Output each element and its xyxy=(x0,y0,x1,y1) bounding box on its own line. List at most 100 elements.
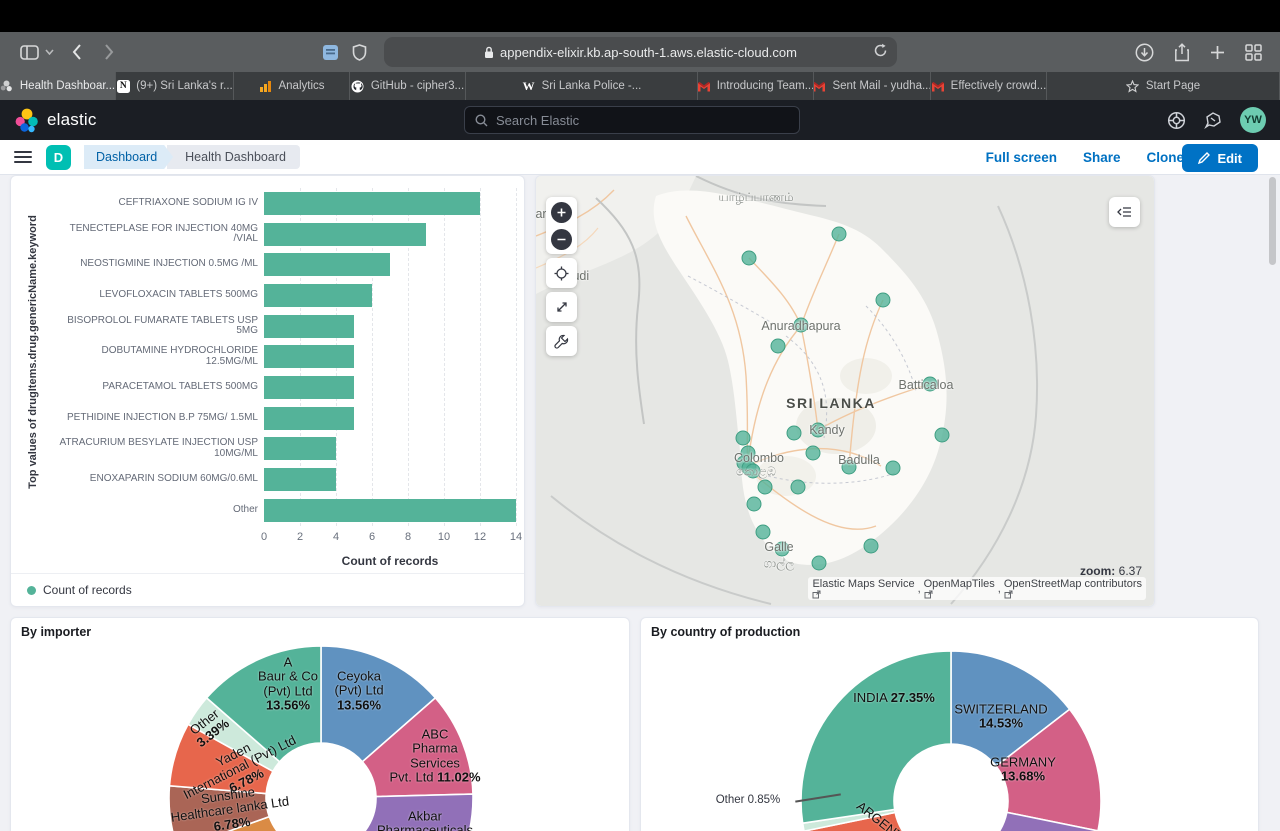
bar-track xyxy=(264,499,516,522)
browser-tab-6[interactable]: Introducing Team... xyxy=(698,72,814,100)
page-scrollbar[interactable] xyxy=(1269,177,1276,265)
panel-top-drugs-bar-chart[interactable]: Top values of drugItems.drug.genericName… xyxy=(10,175,525,607)
bar-track xyxy=(264,192,516,215)
elastic-logo[interactable]: elastic xyxy=(14,108,97,133)
bar[interactable] xyxy=(264,376,354,399)
newsfeed-icon[interactable] xyxy=(1204,111,1222,129)
tab-overview-icon[interactable] xyxy=(1245,44,1262,61)
forward-icon[interactable] xyxy=(104,44,114,60)
sidebar-toggle-icon[interactable] xyxy=(20,45,39,60)
downloads-icon[interactable] xyxy=(1135,43,1154,62)
map-marker[interactable] xyxy=(812,556,826,570)
sidebar-chevron-icon[interactable] xyxy=(45,49,54,55)
map-marker[interactable] xyxy=(886,461,900,475)
gmail-favicon-icon xyxy=(814,81,826,92)
map-marker[interactable] xyxy=(935,428,949,442)
browser-tab-2[interactable]: N(9+) Sri Lanka's r... xyxy=(116,72,234,100)
map-attribution[interactable]: Elastic Maps Service , OpenMapTiles , Op… xyxy=(808,577,1146,600)
map-tools-button[interactable] xyxy=(546,326,577,356)
legend-toggle-button[interactable] xyxy=(1109,197,1140,227)
edit-button[interactable]: Edit xyxy=(1182,144,1258,172)
menu-icon[interactable] xyxy=(14,151,32,163)
wikipedia-favicon-icon: W xyxy=(523,79,535,94)
tab-label: Sent Mail - yudha... xyxy=(832,80,931,92)
bar[interactable] xyxy=(264,253,390,276)
map-marker[interactable] xyxy=(775,542,789,556)
map-marker[interactable] xyxy=(787,426,801,440)
github-favicon-icon xyxy=(351,80,364,93)
reload-icon[interactable] xyxy=(873,43,888,58)
x-tick-label: 6 xyxy=(369,531,375,543)
attribution-link[interactable]: OpenStreetMap contributors xyxy=(1004,578,1142,599)
bar-track xyxy=(264,407,516,430)
x-tick-label: 14 xyxy=(510,531,522,543)
bar[interactable] xyxy=(264,345,354,368)
map-marker[interactable] xyxy=(794,318,808,332)
panel-sri-lanka-map[interactable]: யாழ்ப்பாணம்arthukudiAnuradhapuraSRI LANK… xyxy=(535,175,1155,607)
browser-tab-4[interactable]: GitHub - cipher3... xyxy=(350,72,466,100)
set-view-button[interactable] xyxy=(546,258,577,288)
map-marker[interactable] xyxy=(758,480,772,494)
clone-link[interactable]: Clone xyxy=(1146,150,1184,165)
panel-by-importer-donut[interactable]: By importer ABaur & Co(Pvt) Ltd13.56%Cey… xyxy=(10,617,630,831)
address-bar[interactable]: appendix-elixir.kb.ap-south-1.aws.elasti… xyxy=(384,37,897,67)
map-marker[interactable] xyxy=(756,525,770,539)
search-icon xyxy=(475,114,488,127)
fit-to-data-button[interactable] xyxy=(546,292,577,322)
map-marker[interactable] xyxy=(842,460,856,474)
breadcrumb-health-dashboard[interactable]: Health Dashboard xyxy=(167,145,300,169)
attribution-link[interactable]: Elastic Maps Service xyxy=(812,578,914,599)
space-avatar[interactable]: D xyxy=(46,145,71,170)
map-marker[interactable] xyxy=(736,431,750,445)
notion-favicon-icon: N xyxy=(117,80,130,93)
map-marker[interactable] xyxy=(742,251,756,265)
bar[interactable] xyxy=(264,284,372,307)
browser-tab-7[interactable]: Sent Mail - yudha... xyxy=(814,72,931,100)
tab-label: Introducing Team... xyxy=(717,80,814,92)
zoom-in-button[interactable] xyxy=(551,202,572,223)
browser-tab-9[interactable]: Start Page xyxy=(1047,72,1280,100)
map-marker[interactable] xyxy=(746,464,760,478)
full-screen-link[interactable]: Full screen xyxy=(986,150,1057,165)
bar[interactable] xyxy=(264,315,354,338)
bar[interactable] xyxy=(264,223,426,246)
share-icon[interactable] xyxy=(1174,43,1190,62)
help-icon[interactable] xyxy=(1167,111,1186,130)
new-tab-icon[interactable] xyxy=(1210,45,1225,60)
back-icon[interactable] xyxy=(72,44,82,60)
extension-icon[interactable] xyxy=(322,44,339,61)
panel-by-country-donut[interactable]: By country of production INDIA 27.35%SWI… xyxy=(640,617,1259,831)
pencil-icon xyxy=(1198,152,1210,164)
search-input[interactable]: Search Elastic xyxy=(464,106,800,134)
donut-slice-label: SWITZERLAND14.53% xyxy=(954,703,1047,732)
map-marker[interactable] xyxy=(832,227,846,241)
zoom-out-button[interactable] xyxy=(551,229,572,250)
map-marker[interactable] xyxy=(811,423,825,437)
map-zoom-control xyxy=(546,197,577,254)
bar-category-label: DOBUTAMINE HYDROCHLORIDE 12.5MG/ML xyxy=(54,346,264,367)
breadcrumb-dashboard[interactable]: Dashboard xyxy=(84,145,173,169)
browser-tab-3[interactable]: Analytics xyxy=(234,72,350,100)
map-marker[interactable] xyxy=(876,293,890,307)
bar[interactable] xyxy=(264,437,336,460)
bar[interactable] xyxy=(264,468,336,491)
map-marker[interactable] xyxy=(806,446,820,460)
bar[interactable] xyxy=(264,499,516,522)
attribution-link[interactable]: OpenMapTiles xyxy=(924,578,995,599)
bar[interactable] xyxy=(264,407,354,430)
map-marker[interactable] xyxy=(747,497,761,511)
map-marker[interactable] xyxy=(771,339,785,353)
bar[interactable] xyxy=(264,192,480,215)
shield-extension-icon[interactable] xyxy=(352,44,367,61)
browser-tab-1[interactable]: Health Dashboar... xyxy=(0,72,116,100)
other-slice-callout: Other 0.85% xyxy=(716,794,781,806)
user-avatar[interactable]: YW xyxy=(1240,107,1266,133)
map-marker[interactable] xyxy=(923,377,937,391)
map-marker[interactable] xyxy=(864,539,878,553)
share-link[interactable]: Share xyxy=(1083,150,1121,165)
browser-tab-8[interactable]: Effectively crowd... xyxy=(931,72,1047,100)
browser-tab-5[interactable]: WSri Lanka Police -... xyxy=(466,72,698,100)
map-marker[interactable] xyxy=(791,480,805,494)
bar-chart-legend[interactable]: Count of records xyxy=(11,573,524,606)
donut-slice-label: INDIA 27.35% xyxy=(853,691,935,705)
